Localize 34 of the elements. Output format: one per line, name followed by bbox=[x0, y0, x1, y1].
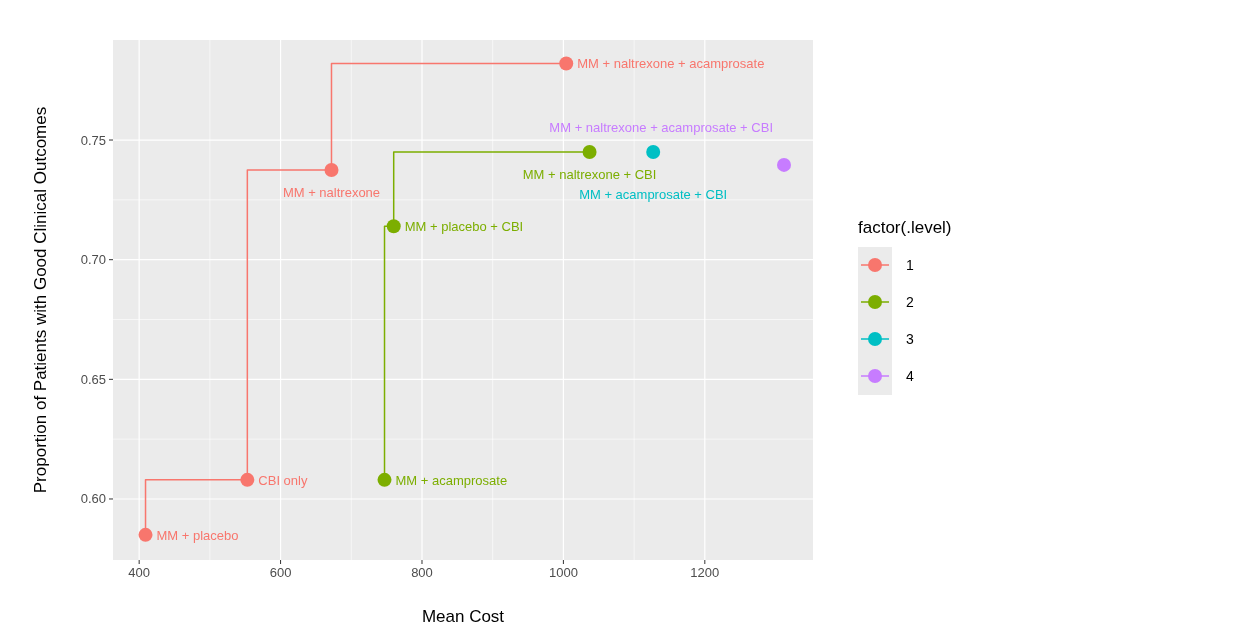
annotation: MM + naltrexone bbox=[282, 184, 381, 200]
legend-label: 3 bbox=[906, 331, 914, 347]
point bbox=[646, 144, 661, 159]
point bbox=[777, 157, 792, 172]
y-tick-label: 0.70 bbox=[80, 252, 106, 268]
x-tick-label: 1200 bbox=[690, 565, 720, 580]
annotation: MM + naltrexone + CBI bbox=[522, 166, 657, 182]
x-tick-label: 600 bbox=[269, 565, 292, 580]
y-tick-label: 0.75 bbox=[80, 132, 106, 148]
x-tick-label: 800 bbox=[411, 565, 433, 580]
annotation: MM + placebo + CBI bbox=[404, 219, 524, 235]
point bbox=[377, 472, 392, 487]
legend-label: 4 bbox=[906, 368, 914, 384]
legend-title: factor(.level) bbox=[858, 218, 952, 237]
point bbox=[324, 162, 339, 177]
point bbox=[559, 56, 574, 71]
point bbox=[386, 219, 401, 234]
point bbox=[138, 527, 153, 542]
legend-label: 2 bbox=[906, 294, 914, 310]
y-tick-label: 0.60 bbox=[80, 491, 106, 507]
x-tick-label: 1000 bbox=[548, 565, 578, 580]
point bbox=[240, 472, 255, 487]
annotation: MM + acamprosate + CBI bbox=[579, 186, 728, 202]
annotation: MM + placebo bbox=[156, 527, 239, 543]
x-tick-label: 400 bbox=[128, 565, 151, 580]
point bbox=[582, 144, 597, 159]
annotation: MM + naltrexone + acamprosate bbox=[577, 56, 765, 72]
y-tick-label: 0.65 bbox=[80, 371, 106, 387]
x-axis-title: Mean Cost bbox=[421, 607, 505, 626]
y-axis-title: Proportion of Patients with Good Clinical Outcomes bbox=[31, 106, 50, 494]
legend-label: 1 bbox=[906, 257, 914, 273]
annotation: MM + naltrexone + acamprosate + CBI bbox=[549, 119, 774, 135]
annotation: MM + acamprosate bbox=[395, 472, 508, 488]
annotation: CBI only bbox=[258, 472, 308, 488]
